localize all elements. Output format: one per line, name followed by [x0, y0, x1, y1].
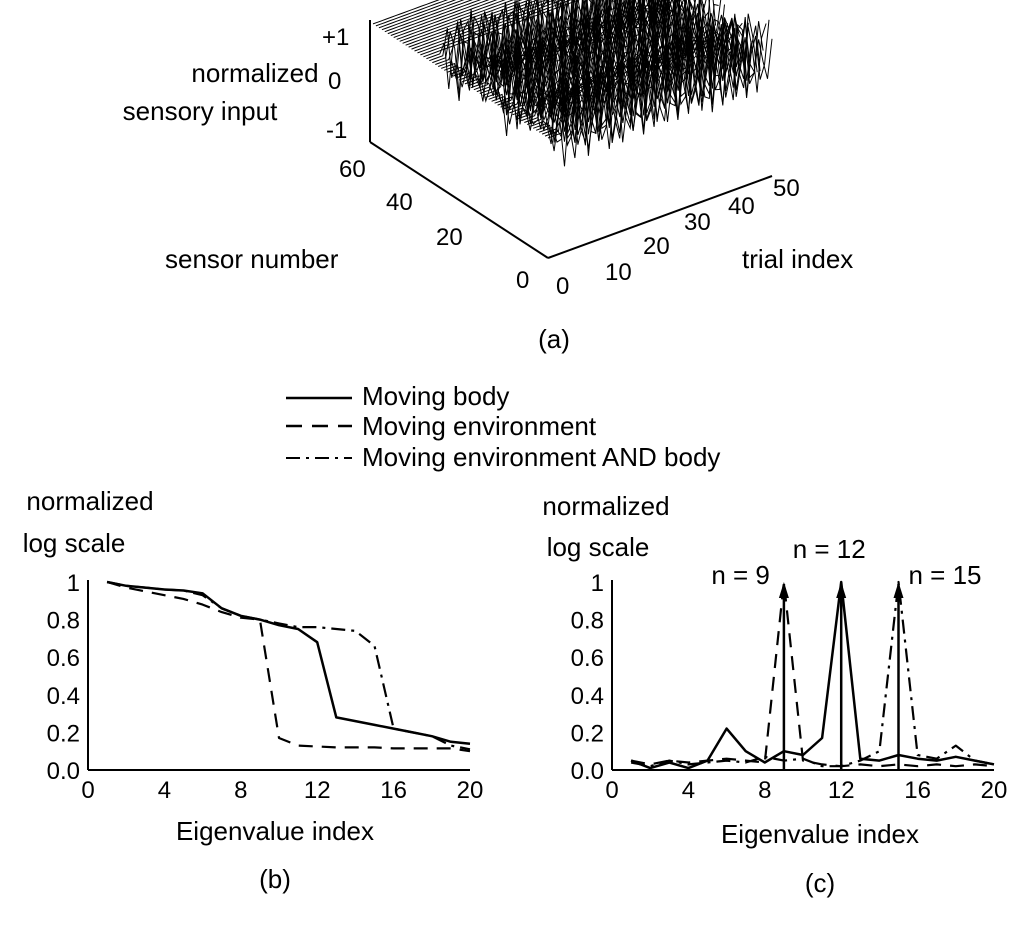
legend-entry-moving-environment: Moving environment — [362, 411, 597, 441]
x-tick-label: 0 — [81, 777, 94, 804]
surface-trace — [384, 0, 473, 33]
x-tick-label: 20 — [457, 777, 484, 804]
sensor-tick: 20 — [436, 224, 463, 251]
surface-trace — [438, 0, 663, 87]
surface-trace — [544, 19, 770, 147]
x-tick-label: 12 — [828, 777, 855, 804]
surface-trace — [387, 0, 482, 35]
y-tick-label: 0.0 — [47, 758, 80, 785]
surface-trace — [435, 0, 659, 83]
surface-trace — [506, 14, 731, 117]
legend: Moving body Moving environment Moving en… — [286, 381, 720, 472]
trial-tick: 40 — [728, 193, 755, 220]
annotation-label: n = 9 — [711, 560, 770, 590]
trial-tick: 50 — [773, 175, 800, 202]
y-axis-label-line-2: log scale — [547, 532, 650, 562]
y-axis-label-line-1: normalized — [26, 486, 153, 516]
surface-trace — [533, 13, 758, 145]
z-tick: 0 — [328, 68, 341, 95]
surface-trace — [444, 0, 669, 88]
trial-tick: 20 — [643, 233, 670, 260]
series-line-solid — [106, 580, 471, 745]
trial-tick: 0 — [556, 273, 569, 300]
trial-axis-line — [547, 175, 773, 259]
y-tick-label: 0.4 — [571, 683, 604, 710]
surface-trace — [390, 0, 490, 36]
series-line-dashdot — [630, 580, 995, 768]
surface-trace — [378, 0, 457, 29]
x-axis-label: Eigenvalue index — [721, 819, 919, 849]
x-tick-label: 8 — [758, 777, 771, 804]
y-tick-label: 0.0 — [571, 758, 604, 785]
surface-trace — [530, 21, 755, 143]
sensor-tick: 60 — [339, 156, 366, 183]
annotation-arrowhead — [778, 582, 789, 598]
series-line-dashed — [630, 580, 995, 768]
panel-a-surface-plot: normalized sensory input +1 0 -1 60 40 2… — [123, 0, 853, 354]
trial-tick: 30 — [684, 209, 711, 236]
legend-entry-moving-body: Moving body — [362, 381, 509, 411]
x-axis-label: Eigenvalue index — [176, 816, 374, 846]
surface-trace — [461, 0, 687, 90]
surface-trace — [541, 23, 767, 167]
trial-tick: 10 — [605, 259, 632, 286]
surface-trace — [423, 0, 581, 58]
panel-label-c: (c) — [805, 868, 835, 898]
surface-trace — [485, 0, 711, 130]
series-line-solid — [630, 580, 995, 770]
surface-trace — [408, 0, 539, 48]
z-axis-label-line-2: sensory input — [123, 96, 278, 126]
surface-mesh — [372, 0, 773, 167]
y-tick-label: 1 — [591, 570, 604, 597]
annotation-label: n = 15 — [909, 560, 982, 590]
legend-entry-moving-environment-and-body: Moving environment AND body — [362, 442, 720, 472]
y-tick-label: 0.2 — [47, 720, 80, 747]
panel-b-eigenvalue-plot: normalized log scale 0.0 0.2 0.4 0.6 0.8 1 0 4… — [23, 486, 484, 894]
surface-trace — [372, 0, 440, 25]
x-tick-label: 16 — [380, 777, 407, 804]
x-tick-label: 16 — [904, 777, 931, 804]
surface-trace — [396, 0, 506, 40]
series-line-dashdot — [106, 580, 471, 751]
x-tick-label: 12 — [304, 777, 331, 804]
annotation-label: n = 12 — [793, 534, 866, 564]
annotation-arrowhead — [893, 582, 904, 598]
z-tick: -1 — [326, 117, 347, 144]
z-axis-label-line-1: normalized — [191, 58, 318, 88]
sensor-tick: 40 — [386, 189, 413, 216]
surface-trace — [399, 0, 514, 42]
annotation-arrowhead — [836, 582, 847, 598]
y-tick-label: 0.2 — [571, 720, 604, 747]
surface-trace — [375, 0, 448, 27]
surface-trace — [393, 0, 498, 38]
sensor-tick: 0 — [516, 267, 529, 294]
y-tick-label: 0.6 — [571, 645, 604, 672]
x-tick-label: 4 — [682, 777, 695, 804]
y-axis-label-line-1: normalized — [542, 491, 669, 521]
x-tick-label: 8 — [234, 777, 247, 804]
series-line-dashed — [106, 580, 471, 753]
y-tick-label: 0.4 — [47, 683, 80, 710]
x-tick-label: 0 — [605, 777, 618, 804]
z-tick: +1 — [322, 24, 349, 51]
surface-trace — [441, 0, 666, 101]
y-tick-label: 1 — [67, 570, 80, 597]
y-tick-label: 0.6 — [47, 645, 80, 672]
sensor-axis-line — [369, 141, 549, 259]
trial-axis-label: trial index — [742, 244, 853, 274]
y-tick-label: 0.8 — [571, 608, 604, 635]
surface-trace — [547, 37, 773, 159]
panel-c-eigenvalue-plot: normalized log scale 0.0 0.2 0.4 0.6 0.8 1 0 4… — [542, 491, 1007, 898]
surface-trace — [411, 0, 548, 50]
x-tick-label: 4 — [158, 777, 171, 804]
x-tick-label: 20 — [981, 777, 1008, 804]
panel-label-b: (b) — [259, 864, 291, 894]
surface-trace — [381, 0, 465, 31]
y-axis-label-line-2: log scale — [23, 528, 126, 558]
sensor-axis-label: sensor number — [165, 244, 339, 274]
panel-label-a: (a) — [538, 324, 570, 354]
y-tick-label: 0.8 — [47, 608, 80, 635]
